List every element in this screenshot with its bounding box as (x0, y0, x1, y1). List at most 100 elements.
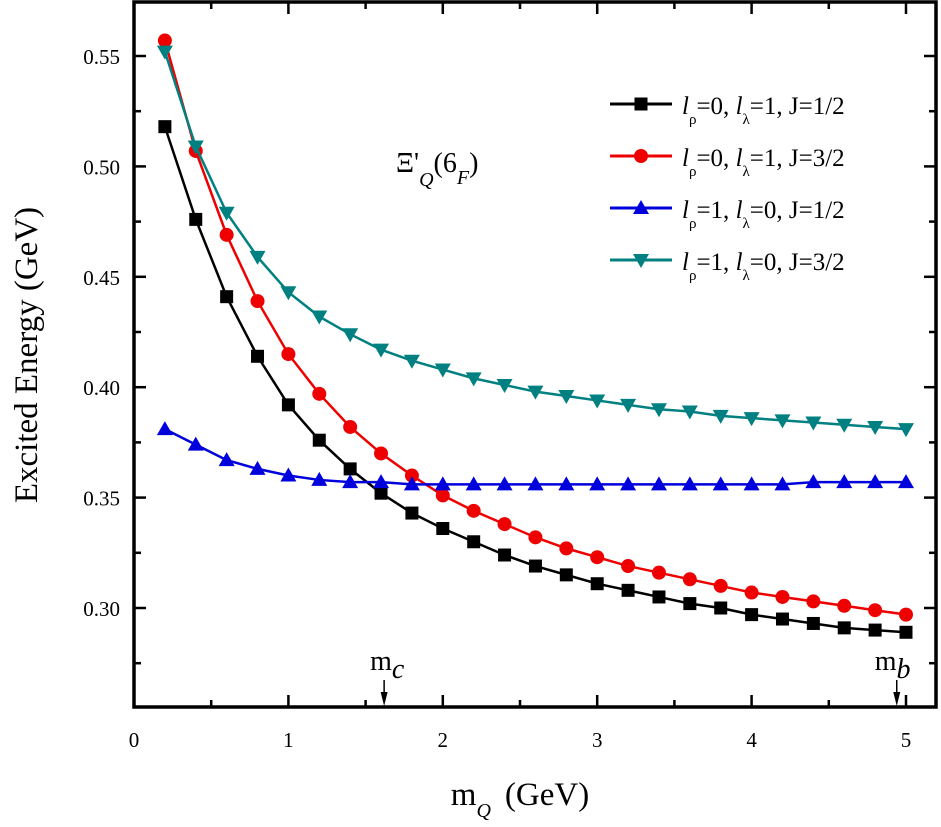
data-point (465, 372, 482, 387)
data-point (496, 378, 513, 393)
y-tick-label: 0.50 (83, 155, 120, 179)
legend-l: l (682, 145, 689, 172)
data-point (836, 474, 853, 489)
data-point (404, 468, 419, 483)
data-point (403, 476, 420, 491)
legend: lρ=0, lλ=1, J=1/2lρ=0, lλ=1, J=3/2lρ=1, … (610, 93, 845, 284)
data-point (589, 394, 606, 409)
legend-l: l (682, 249, 689, 276)
legend-l: l (682, 93, 689, 120)
x-axis-title-subscript: Q (476, 800, 491, 822)
series-1 (158, 120, 913, 639)
legend-text-part: =0, (696, 93, 735, 120)
data-point (620, 476, 637, 491)
legend-entry: lρ=1, lλ=0, J=3/2 (610, 249, 845, 284)
data-point (434, 363, 451, 378)
data-point (189, 212, 203, 226)
legend-text-part: =1, J=3/2 (750, 145, 845, 172)
x-axis-title: mQ (GeV) (451, 777, 589, 822)
data-point (774, 414, 791, 429)
particle-sub: Q (419, 169, 434, 191)
data-point (712, 476, 729, 491)
data-point (683, 597, 697, 611)
legend-label: lρ=1, lλ=0, J=1/2 (682, 197, 845, 232)
data-point (558, 476, 575, 491)
legend-text-part: =0, J=1/2 (750, 197, 845, 224)
mb-arrow-head (893, 692, 901, 706)
data-point (251, 349, 265, 363)
annotations: Ξ'Q(6F) mc mb (370, 148, 911, 706)
x-axis-title-unit: (GeV) (505, 777, 589, 813)
legend-marker (633, 200, 649, 214)
data-point (681, 405, 698, 420)
data-point (434, 476, 451, 491)
data-point (157, 33, 172, 48)
legend-label: lρ=0, lλ=1, J=3/2 (682, 145, 845, 180)
y-tick-label: 0.30 (83, 597, 120, 621)
data-point (312, 433, 326, 447)
legend-sub-lambda: λ (743, 112, 751, 128)
data-point (899, 625, 913, 639)
legend-text-part: =0, J=3/2 (750, 249, 845, 276)
data-point (621, 559, 636, 574)
data-point (465, 476, 482, 491)
data-point (652, 590, 666, 604)
legend-sub-lambda: λ (743, 216, 751, 232)
legend-sub-rho: ρ (689, 164, 697, 180)
data-point (837, 598, 852, 613)
legend-marker (633, 254, 649, 268)
mb-annotation: mb (875, 646, 911, 706)
y-tick-label: 0.45 (83, 266, 120, 290)
data-point (714, 601, 728, 615)
mc-main: m (370, 646, 392, 677)
y-axis-title: Excited Energy (GeV) (9, 207, 45, 503)
legend-entry: lρ=1, lλ=0, J=1/2 (610, 197, 845, 232)
particle-label: Ξ'Q(6F) (396, 148, 478, 191)
legend-l: l (736, 93, 743, 120)
data-point (868, 603, 883, 618)
data-point (559, 541, 574, 556)
legend-label: lρ=0, lλ=1, J=1/2 (682, 93, 845, 128)
x-tick-label: 2 (438, 728, 449, 752)
data-point (158, 120, 172, 134)
data-point (156, 45, 173, 60)
data-point (249, 250, 266, 265)
data-point (496, 476, 513, 491)
data-point (342, 328, 359, 343)
mc-sub: c (392, 654, 405, 685)
legend-marker (634, 97, 648, 111)
data-point (651, 565, 666, 580)
data-point (836, 418, 853, 433)
series-layer (156, 33, 914, 639)
data-point (528, 559, 542, 573)
data-point (712, 409, 729, 424)
legend-sub-rho: ρ (689, 216, 697, 232)
data-point (156, 421, 173, 436)
data-point (405, 506, 419, 520)
data-point (775, 612, 789, 626)
x-tick-label: 3 (592, 728, 603, 752)
series-2 (157, 33, 913, 622)
data-point (498, 548, 512, 562)
data-point (806, 594, 821, 609)
data-point (374, 446, 389, 461)
legend-entry: lρ=0, lλ=1, J=3/2 (610, 145, 845, 180)
x-tick-label: 1 (283, 728, 294, 752)
legend-text-part: =1, (696, 197, 735, 224)
data-point (867, 420, 884, 435)
data-point (868, 623, 882, 637)
data-point (281, 347, 296, 362)
legend-sub-lambda: λ (743, 268, 751, 284)
legend-marker (634, 149, 648, 163)
y-tick-label: 0.40 (83, 376, 120, 400)
legend-text-part: =1, J=1/2 (750, 93, 845, 120)
data-point (650, 476, 667, 491)
legend-l: l (736, 145, 743, 172)
axes: 0 1 2 3 4 5 0.30 0.35 0.40 0.45 0.50 0.55 Excited En… (9, 0, 938, 822)
legend-l: l (682, 197, 689, 224)
data-point (590, 577, 604, 591)
legend-l: l (736, 249, 743, 276)
data-point (373, 343, 390, 358)
data-point (713, 578, 728, 593)
data-point (280, 467, 297, 482)
